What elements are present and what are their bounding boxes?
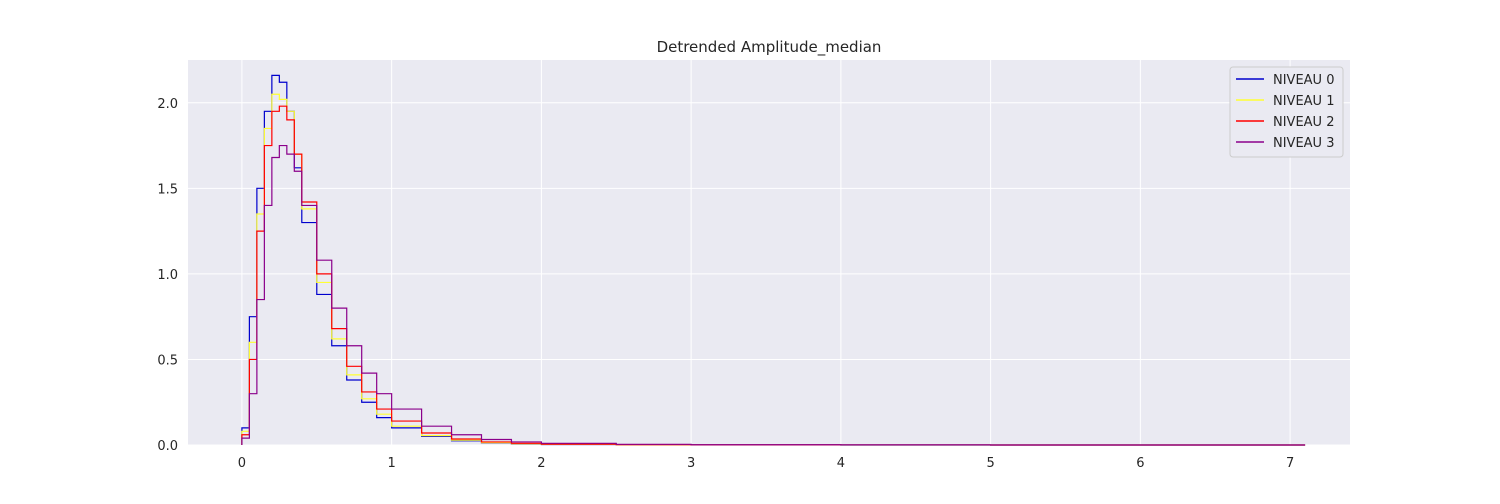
x-tick-label: 5 xyxy=(986,456,994,471)
legend-label: NIVEAU 3 xyxy=(1273,136,1334,151)
legend-frame xyxy=(1229,66,1344,158)
x-tick-label: 3 xyxy=(687,456,695,471)
legend-label: NIVEAU 0 xyxy=(1273,73,1334,88)
series-line-3 xyxy=(241,144,1306,446)
x-tick-label: 2 xyxy=(537,456,545,471)
legend-label: NIVEAU 2 xyxy=(1273,115,1334,130)
y-tick-label: 2.0 xyxy=(157,97,178,112)
y-tick-label: 1.5 xyxy=(157,182,178,197)
x-tick-label: 7 xyxy=(1286,456,1294,471)
chart-title: Detrended Amplitude_median xyxy=(657,38,882,57)
series-lines xyxy=(241,74,1306,446)
y-tick-label: 1.0 xyxy=(157,268,178,283)
plot-area xyxy=(188,60,1350,445)
y-tick-label: 0.0 xyxy=(157,439,178,454)
legend: NIVEAU 0 NIVEAU 1 NIVEAU 2 NIVEAU 3 xyxy=(1229,66,1344,158)
legend-label: NIVEAU 1 xyxy=(1273,94,1334,109)
y-tick-label: 0.5 xyxy=(157,353,178,368)
x-tick-label: 1 xyxy=(388,456,396,471)
x-tick-label: 0 xyxy=(238,456,246,471)
tick-labels: 0 1 2 3 4 5 6 7 0.0 0.5 1.0 1.5 2.0 xyxy=(157,97,1294,471)
x-tick-label: 6 xyxy=(1136,456,1144,471)
x-tick-label: 4 xyxy=(837,456,845,471)
